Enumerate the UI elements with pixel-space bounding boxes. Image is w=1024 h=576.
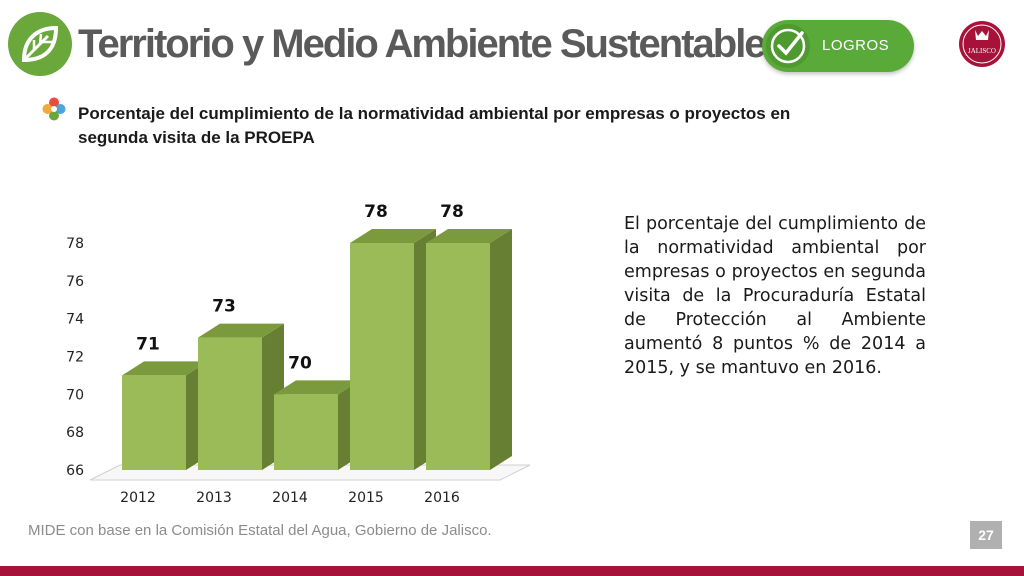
logros-label: LOGROS xyxy=(822,37,890,54)
x-tick-label: 2014 xyxy=(272,490,308,506)
page-title: Territorio y Medio Ambiente Sustentable xyxy=(78,22,767,66)
bar-front xyxy=(426,243,490,470)
bar-front xyxy=(198,337,262,470)
bar-2013 xyxy=(198,323,284,470)
bar-side xyxy=(490,229,512,470)
bar-top xyxy=(426,229,512,243)
x-tick-label: 2015 xyxy=(348,490,384,506)
logros-badge: LOGROS xyxy=(762,20,914,72)
data-label: 78 xyxy=(440,202,464,222)
data-label: 71 xyxy=(136,334,160,354)
colorwheel-icon xyxy=(42,97,66,121)
data-label: 73 xyxy=(212,297,236,317)
bar-front xyxy=(122,375,186,470)
data-label: 70 xyxy=(288,353,312,373)
bar-top xyxy=(274,380,360,395)
bar-2016 xyxy=(426,229,512,470)
bar-2015 xyxy=(350,229,436,470)
bar-2012 xyxy=(122,361,208,470)
x-tick-label: 2013 xyxy=(196,490,232,506)
y-tick-label: 68 xyxy=(66,425,84,441)
bar-front xyxy=(350,243,414,470)
seal-text: JALISCO xyxy=(968,47,996,55)
bar-front xyxy=(274,394,338,470)
check-icon xyxy=(766,24,810,68)
bar-top xyxy=(122,361,208,376)
chart-subtitle: Porcentaje del cumplimiento de la normat… xyxy=(78,104,791,147)
x-tick-label: 2016 xyxy=(424,490,460,506)
page-number: 27 xyxy=(970,521,1002,549)
bar-top xyxy=(350,229,436,243)
y-tick-label: 78 xyxy=(66,236,84,252)
y-tick-label: 74 xyxy=(66,312,84,328)
y-tick-label: 66 xyxy=(66,463,84,479)
description-text: El porcentaje del cumplimiento de la nor… xyxy=(624,214,926,378)
y-tick-label: 70 xyxy=(66,387,84,403)
x-tick-label: 2012 xyxy=(120,490,156,506)
leaf-icon xyxy=(8,12,72,76)
bar-2014 xyxy=(274,380,360,470)
jalisco-seal-logo: JALISCO xyxy=(958,20,1006,68)
y-tick-label: 76 xyxy=(66,274,84,290)
y-tick-label: 72 xyxy=(66,350,84,366)
bar-chart: 66 68 70 72 74 76 78 71 73 70 78 78 2012 2013 2014 20… xyxy=(66,202,531,506)
footer-bar xyxy=(0,566,1024,576)
source-note: MIDE con base en la Comisión Estatal del… xyxy=(28,522,492,539)
data-label: 78 xyxy=(364,202,388,222)
bar-top xyxy=(198,323,284,338)
